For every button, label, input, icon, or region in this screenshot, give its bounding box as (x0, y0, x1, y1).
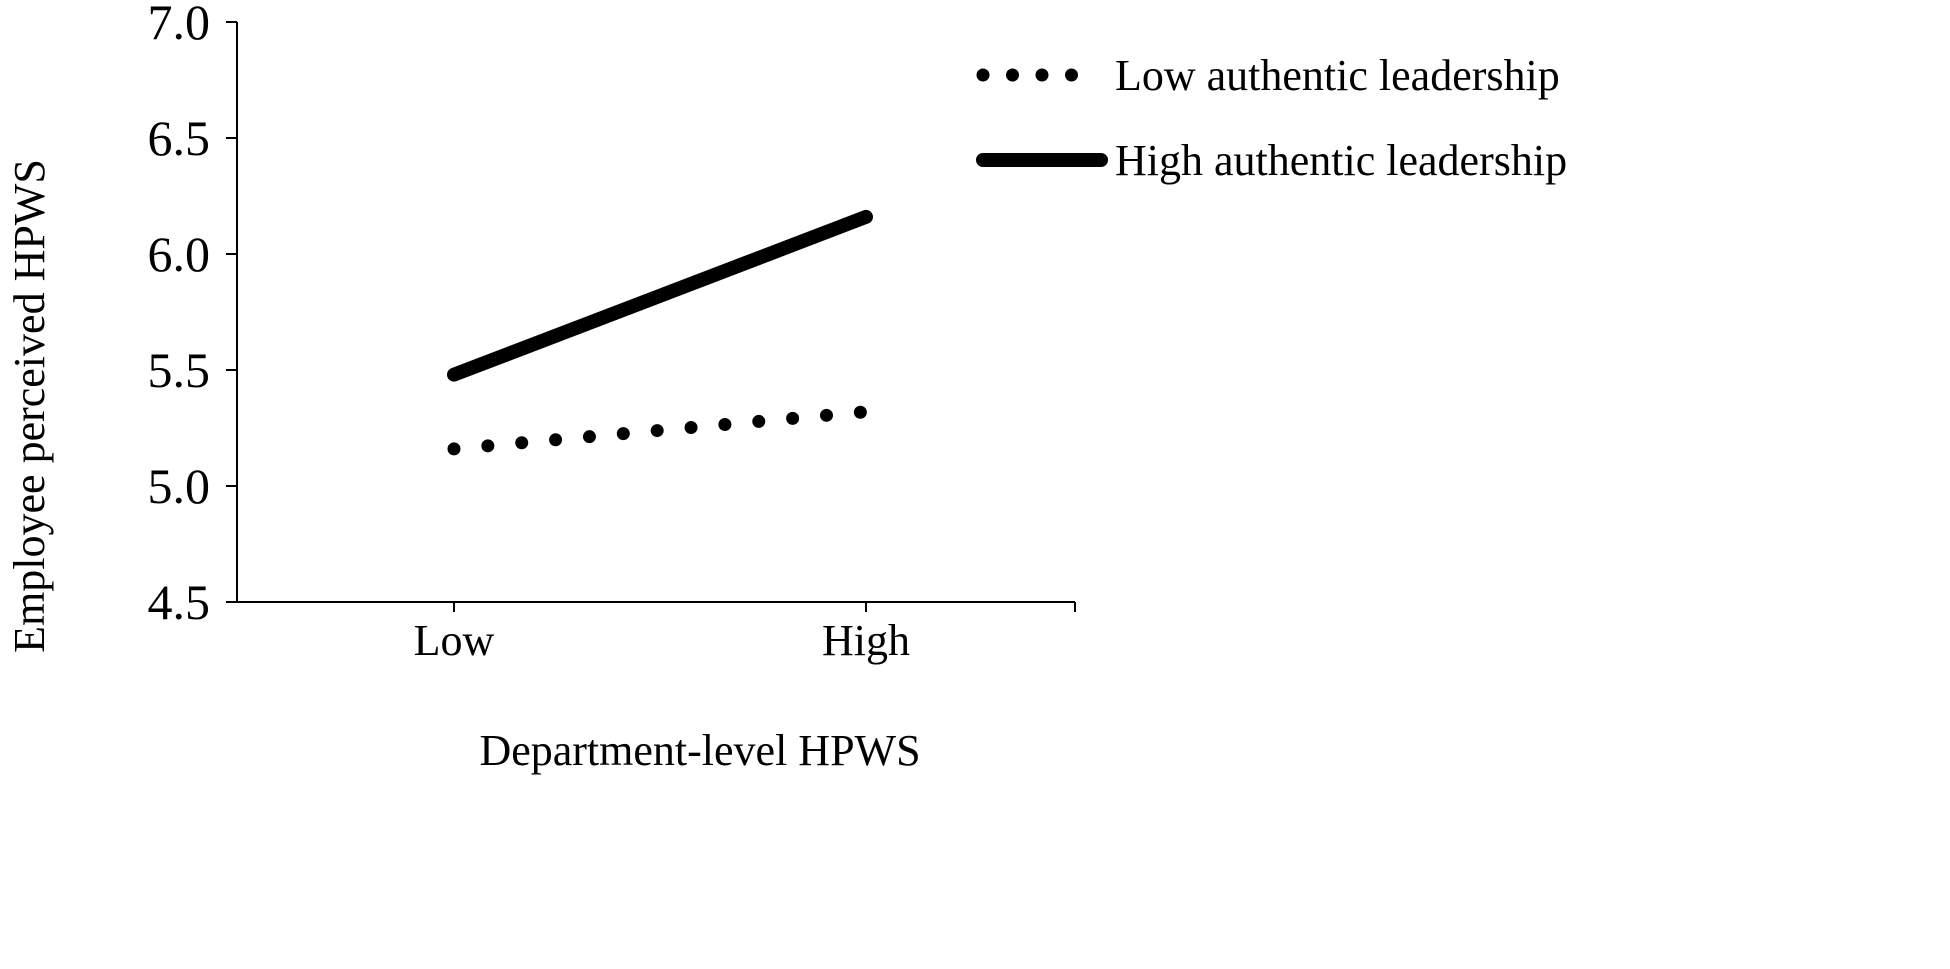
series-line-low-authentic-leadership (447, 405, 873, 456)
y-tick-label: 5.5 (148, 342, 211, 398)
y-ticks: 4.5 5.0 5.5 6.0 6.5 7.0 (148, 0, 237, 630)
legend-label: Low authentic leadership (1115, 51, 1560, 100)
x-tick-label: Low (414, 616, 495, 665)
y-tick-label: 5.0 (148, 458, 211, 514)
legend: Low authentic leadership High authentic l… (976, 51, 1567, 185)
series-line-high-authentic-leadership (447, 209, 873, 382)
x-tick-label: High (822, 616, 910, 665)
series-group (447, 209, 873, 456)
y-tick-label: 7.0 (148, 0, 211, 50)
y-tick-label: 4.5 (148, 574, 211, 630)
legend-label: High authentic leadership (1115, 136, 1567, 185)
x-axis-title: Department-level HPWS (479, 726, 920, 775)
y-tick-label: 6.0 (148, 226, 211, 282)
y-tick-label: 6.5 (148, 110, 211, 166)
x-ticks: Low High (414, 602, 910, 665)
y-axis-title: Employee perceived HPWS (5, 159, 54, 653)
